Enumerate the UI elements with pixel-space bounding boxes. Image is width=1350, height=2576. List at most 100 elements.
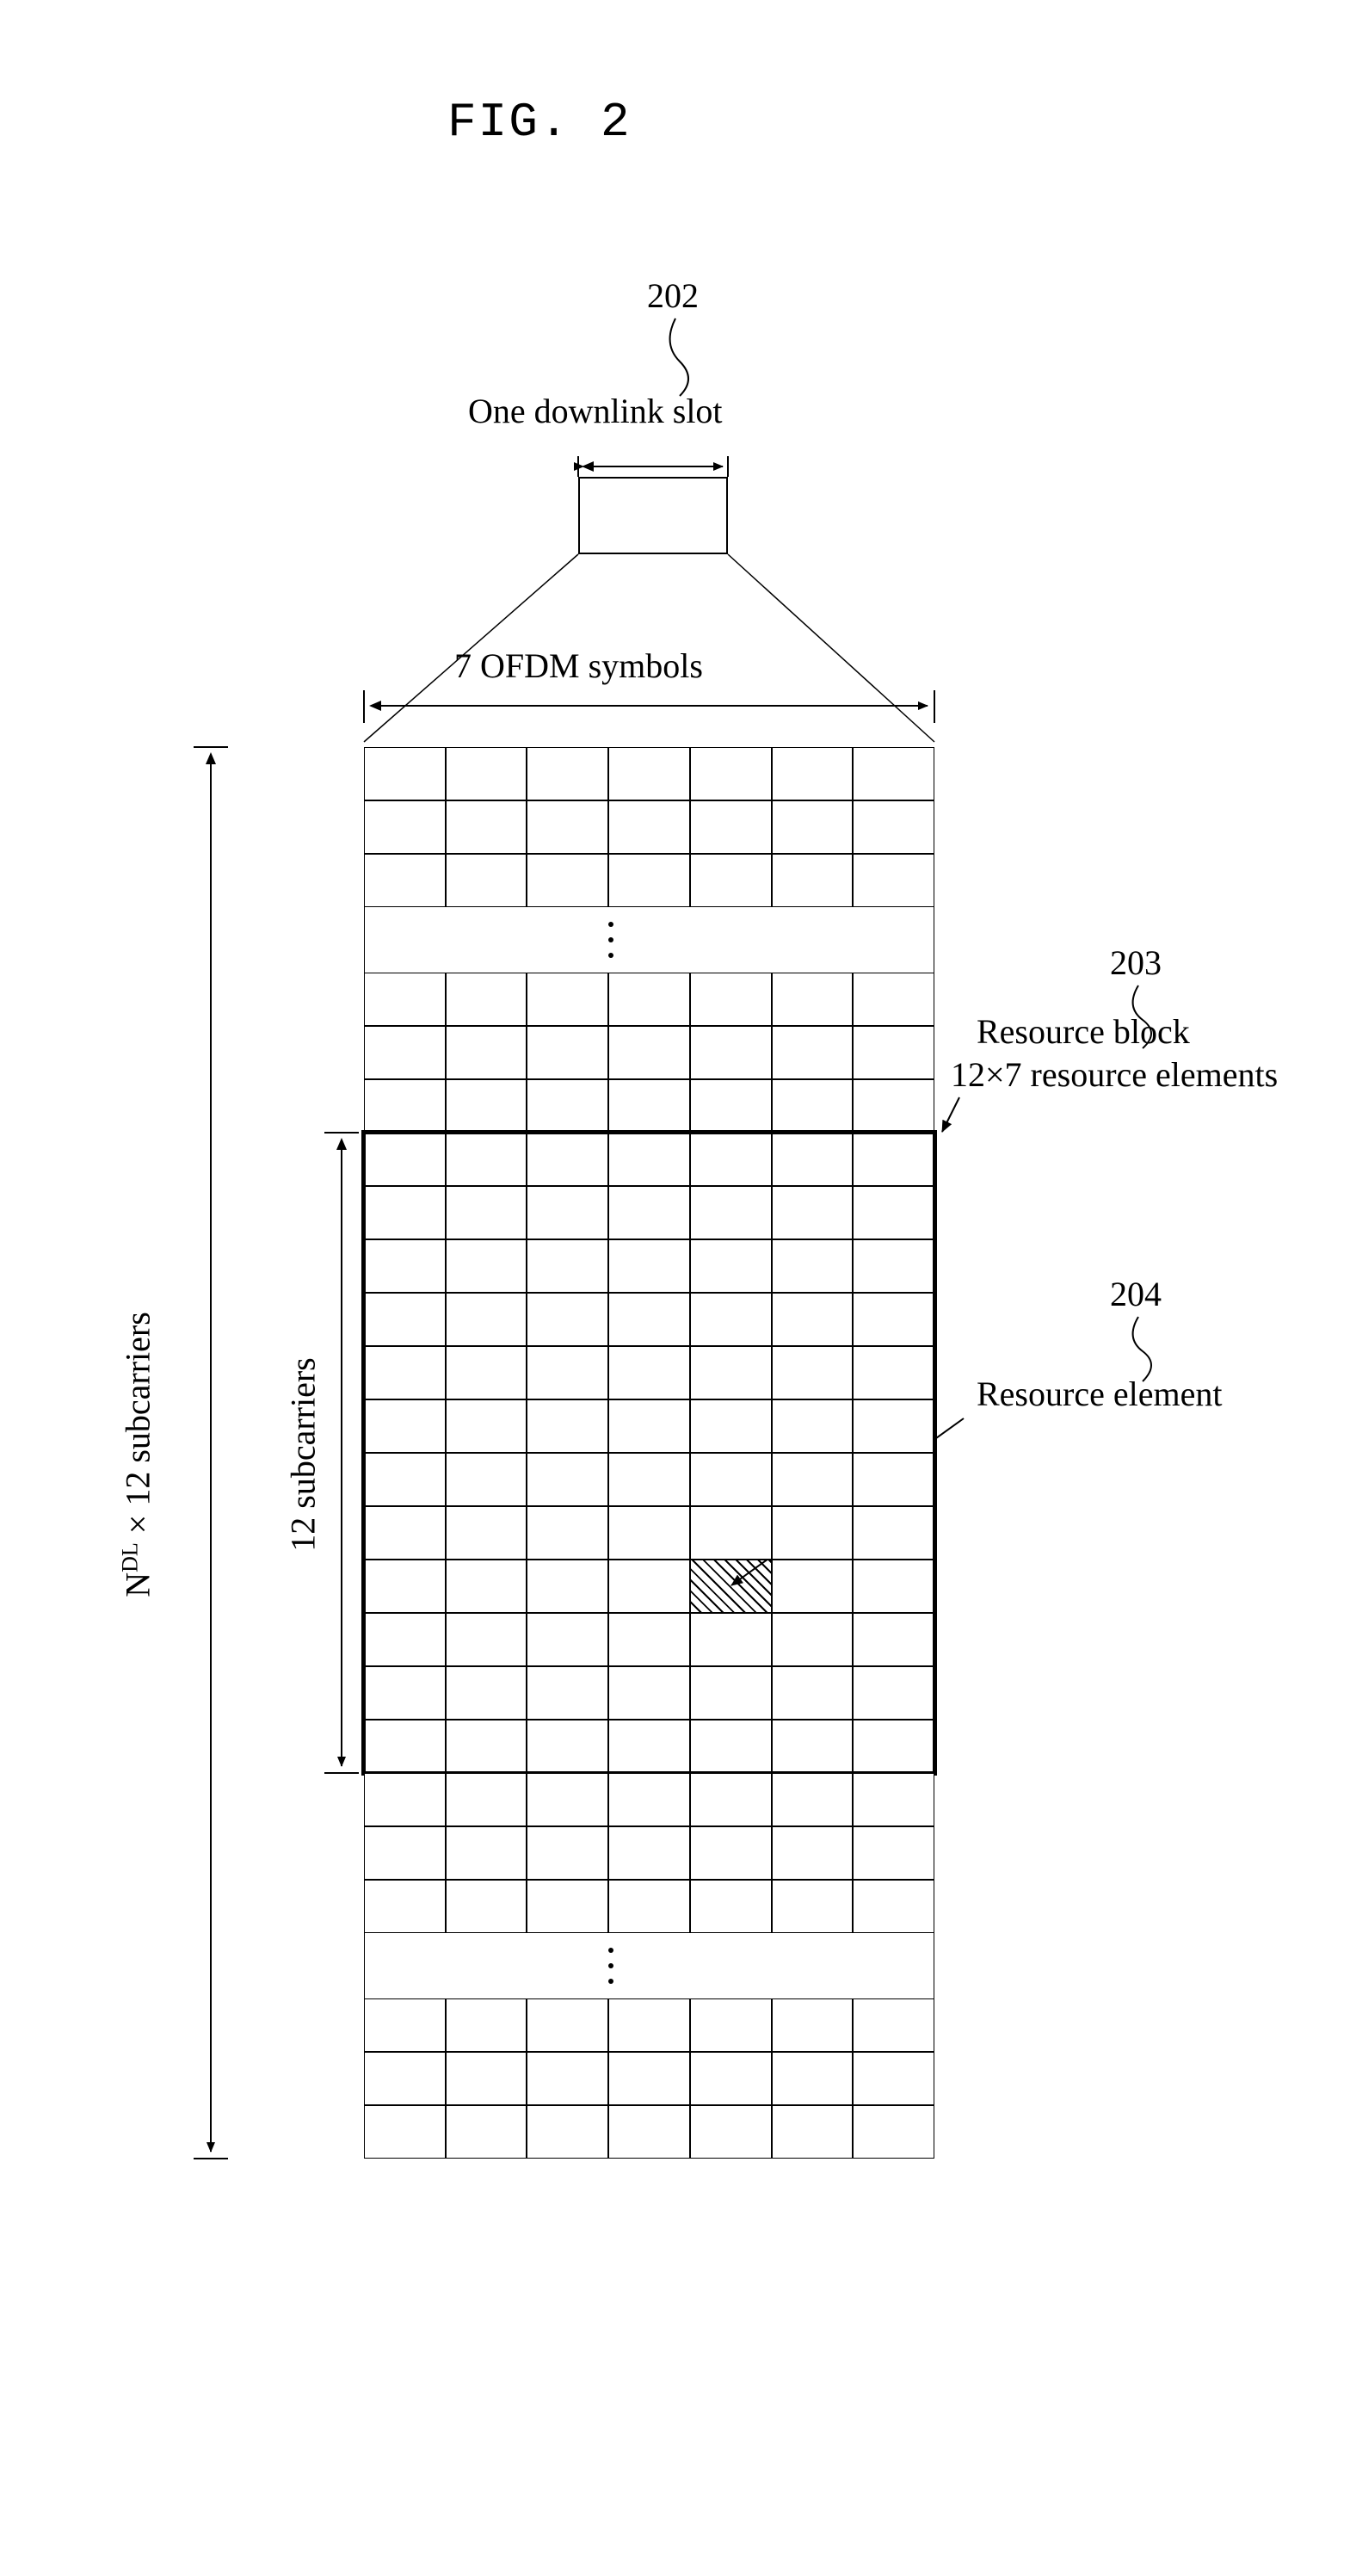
grid-cell [527, 800, 608, 854]
grid-cell [364, 800, 446, 854]
grid-cell [527, 1826, 608, 1880]
grid-cell [772, 1720, 854, 1773]
grid-cell [446, 1826, 527, 1880]
grid-cell [364, 1560, 446, 1613]
grid-cell [772, 2052, 854, 2105]
grid-cell [772, 1399, 854, 1453]
grid-cell [527, 1506, 608, 1560]
grid-cell [446, 1079, 527, 1133]
ref-203: 203 [1110, 942, 1162, 983]
grid-cell [364, 2052, 446, 2105]
grid-cell [853, 747, 934, 800]
grid-cell [364, 1998, 446, 2052]
grid-cell [690, 1506, 772, 1560]
grid-cell [446, 1613, 527, 1666]
grid-cell [853, 1399, 934, 1453]
grid-cell [853, 1186, 934, 1239]
grid-cell [527, 1239, 608, 1293]
grid-cell [608, 1079, 690, 1133]
grid-cell [446, 1880, 527, 1933]
grid-cell [364, 1133, 446, 1186]
grid-cell [690, 1239, 772, 1293]
grid-cell [446, 1399, 527, 1453]
grid-cell [853, 1560, 934, 1613]
re-label: Resource element [977, 1374, 1222, 1414]
grid-cell [853, 1826, 934, 1880]
grid-cell [772, 1453, 854, 1506]
rb-label-line1: Resource block [977, 1011, 1190, 1052]
grid-cell [853, 1239, 934, 1293]
grid-cell [364, 747, 446, 800]
grid-cell [772, 973, 854, 1026]
grid-cell [446, 1186, 527, 1239]
grid-cell [446, 1506, 527, 1560]
grid-cell [608, 1773, 690, 1826]
grid-cell [364, 1079, 446, 1133]
grid-center [364, 1133, 934, 1773]
grid-cell [527, 2052, 608, 2105]
grid-cell [772, 2105, 854, 2159]
grid-cell [690, 1826, 772, 1880]
grid-cell [364, 1506, 446, 1560]
grid-cell [527, 1666, 608, 1720]
grid-cell [853, 1998, 934, 2052]
grid-cell [772, 1613, 854, 1666]
grid-cell [690, 2052, 772, 2105]
grid-cell [772, 1293, 854, 1346]
grid-cell [364, 1239, 446, 1293]
grid-cell [772, 1133, 854, 1186]
grid-cell [527, 1998, 608, 2052]
figure-2-stage: FIG. 2 202 One downlink slot 7 OFDM symb… [0, 0, 1350, 2576]
gap-band-bot [364, 1933, 934, 1998]
grid-cell [364, 1720, 446, 1773]
grid-cell [853, 1453, 934, 1506]
grid-cell [446, 1133, 527, 1186]
grid-cell [608, 1346, 690, 1399]
grid-cell [608, 1133, 690, 1186]
grid-cell [446, 1773, 527, 1826]
grid-cell [527, 1186, 608, 1239]
grid-cell [608, 1880, 690, 1933]
grid-cell [527, 1880, 608, 1933]
grid-cell [690, 747, 772, 800]
grid-cell [446, 854, 527, 907]
grid-cell [364, 1613, 446, 1666]
grid-cell [690, 2105, 772, 2159]
grid-cell [364, 1880, 446, 1933]
grid-cell [690, 1880, 772, 1933]
grid-cell [608, 1998, 690, 2052]
left-outer-rest: × 12 subcarriers [119, 1312, 157, 1542]
left-outer-label: NDL × 12 subcarriers [117, 1312, 157, 1597]
grid-cell [527, 2105, 608, 2159]
grid-top-b [364, 973, 934, 1133]
grid-cell [772, 1239, 854, 1293]
grid-cell [608, 1560, 690, 1613]
grid-cell [446, 1666, 527, 1720]
grid-cell [527, 747, 608, 800]
grid-cell [690, 1453, 772, 1506]
grid-cell [853, 1666, 934, 1720]
grid-cell [608, 1293, 690, 1346]
grid-cell [608, 1826, 690, 1880]
grid-cell [608, 1506, 690, 1560]
grid-cell [364, 1773, 446, 1826]
grid-cell [364, 1666, 446, 1720]
grid-cell [527, 1560, 608, 1613]
grid-cell [446, 1720, 527, 1773]
grid-cell [853, 1079, 934, 1133]
grid-cell [364, 1026, 446, 1079]
grid-cell [772, 1026, 854, 1079]
grid-cell [364, 1453, 446, 1506]
grid-cell [690, 800, 772, 854]
grid-cell [364, 854, 446, 907]
grid-cell [772, 1506, 854, 1560]
grid-cell [608, 800, 690, 854]
grid-cell [853, 1506, 934, 1560]
grid-cell [446, 1239, 527, 1293]
grid-cell [853, 1880, 934, 1933]
grid-cell [772, 1186, 854, 1239]
grid-cell [446, 1560, 527, 1613]
grid-cell [853, 854, 934, 907]
grid-cell [608, 747, 690, 800]
grid-cell [853, 1346, 934, 1399]
